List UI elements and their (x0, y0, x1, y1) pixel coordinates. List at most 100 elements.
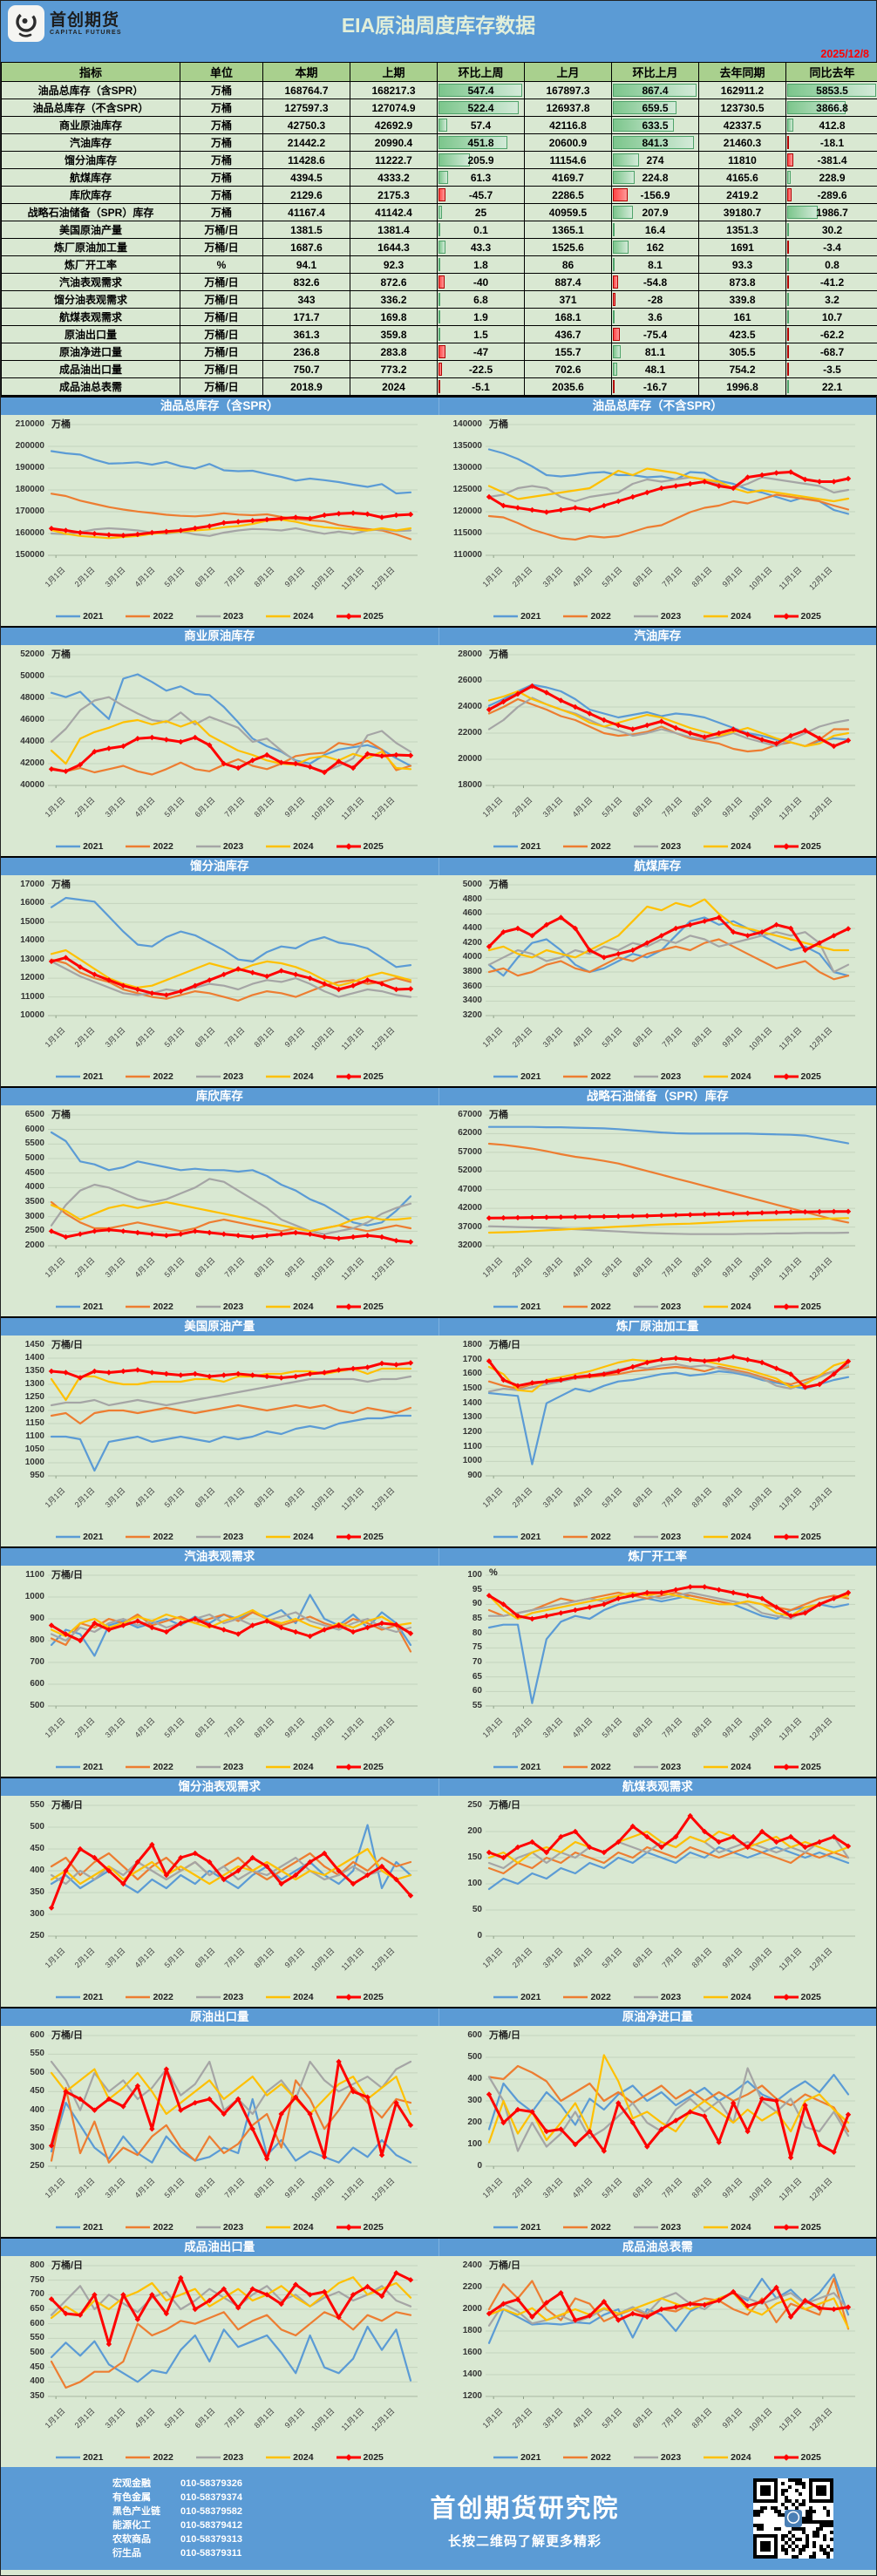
legend-item-2021: 2021 (493, 1302, 540, 1312)
axis-unit-label: 万桶/日 (51, 1337, 83, 1351)
y-tick-label: 1000 (25, 1592, 44, 1601)
cell-value: 633.5 (642, 119, 668, 132)
table-cell: 40959.5 (525, 204, 612, 221)
legend-year-label: 2025 (364, 2452, 384, 2463)
legend-swatch-icon (774, 1533, 799, 1541)
series-line-2023 (51, 1179, 411, 1234)
legend-item-2025: 2025 (337, 1071, 384, 1082)
y-tick-label: 1450 (25, 1340, 44, 1349)
legend-year-label: 2024 (731, 1762, 751, 1772)
legend-item-2024: 2024 (704, 2222, 751, 2233)
table-cell: -40 (438, 274, 525, 291)
chart-title: 战略石油储备（SPR）库存 (439, 1088, 877, 1105)
table-cell: -47 (438, 343, 525, 361)
y-tick-label: 550 (30, 1800, 44, 1810)
col-header: 本期 (263, 63, 350, 82)
legend-swatch-icon (774, 2223, 799, 2232)
legend-swatch-icon (56, 1072, 80, 1081)
legend-year-label: 2025 (801, 611, 821, 622)
table-cell: 万桶/日 (180, 343, 263, 361)
legend-item-2021: 2021 (56, 841, 103, 852)
table-cell: -62.2 (786, 326, 877, 343)
table-cell: 1525.6 (525, 239, 612, 256)
table-cell: 万桶/日 (180, 326, 263, 343)
legend-year-label: 2023 (661, 841, 681, 852)
positive-data-bar (787, 171, 791, 184)
y-tick-label: 400 (30, 2376, 44, 2386)
legend-swatch-icon (126, 1302, 150, 1311)
table-cell: -5.1 (438, 378, 525, 396)
y-tick-label: 14000 (20, 935, 44, 945)
axis-unit-label: 万桶 (51, 647, 71, 661)
legend-item-2022: 2022 (563, 2452, 610, 2463)
positive-data-bar (787, 293, 789, 306)
legend-year-label: 2023 (661, 1532, 681, 1542)
positive-data-bar (613, 363, 617, 376)
positive-data-bar (613, 258, 615, 271)
series-line-2024 (489, 1832, 848, 1863)
legend-item-2021: 2021 (56, 611, 103, 622)
contact-phone: 010-58379311 (180, 2546, 241, 2560)
legend-item-2021: 2021 (56, 2452, 103, 2463)
table-cell: 1351.3 (699, 221, 786, 239)
legend-item-2022: 2022 (563, 611, 610, 622)
series-line-2025 (489, 1816, 848, 1858)
legend-swatch-icon (493, 1993, 518, 2002)
y-tick-label: 65 (472, 1672, 482, 1682)
y-tick-label: 700 (30, 2289, 44, 2299)
table-cell: 2129.6 (263, 187, 350, 204)
chart-title: 航煤库存 (439, 858, 877, 875)
footer-center: 首创期货研究院 长按二维码了解更多精彩 (339, 2488, 710, 2550)
series-markers-2025 (486, 1813, 851, 1860)
chart-svg (48, 418, 418, 561)
legend-year-label: 2025 (801, 1762, 821, 1772)
cell-value: 228.9 (819, 172, 845, 184)
positive-data-bar (613, 310, 615, 323)
cell-value: 48.1 (645, 364, 665, 376)
legend-item-2021: 2021 (493, 1762, 540, 1772)
y-tick-label: 4000 (463, 952, 482, 962)
legend-year-label: 2022 (590, 1762, 610, 1772)
legend-item-2023: 2023 (634, 1992, 681, 2002)
table-cell: 412.8 (786, 117, 877, 134)
chart-svg (486, 1109, 855, 1252)
cell-value: 61.3 (471, 172, 491, 184)
report-header: 首创期货 CAPITAL FUTURES EIA原油周度库存数据 (1, 1, 876, 46)
indicator-name: 航煤表观需求 (2, 309, 180, 326)
indicator-name: 汽油表观需求 (2, 274, 180, 291)
negative-data-bar (438, 345, 445, 358)
positive-data-bar (438, 258, 440, 271)
chart-svg (486, 1339, 855, 1482)
table-cell: -16.7 (612, 378, 699, 396)
series-markers-2025 (486, 2285, 851, 2323)
legend-swatch-icon (704, 842, 728, 851)
legend-item-2023: 2023 (634, 1071, 681, 1082)
legend-year-label: 2022 (590, 611, 610, 622)
cell-value: 0.8 (825, 259, 840, 271)
legend-year-label: 2022 (590, 1532, 610, 1542)
page-title: EIA原油周度库存数据 (1, 9, 876, 38)
legend-swatch-icon (634, 2223, 658, 2232)
contact-phone: 010-58379326 (180, 2477, 242, 2491)
positive-data-bar (613, 345, 621, 358)
table-cell: 339.8 (699, 291, 786, 309)
table-cell: 361.3 (263, 326, 350, 343)
y-tick-label: 1200 (463, 1427, 482, 1437)
legend-year-label: 2021 (83, 2452, 103, 2463)
legend-swatch-icon (493, 612, 518, 621)
legend-item-2021: 2021 (56, 2222, 103, 2233)
axis-unit-label: 万桶/日 (489, 2258, 520, 2272)
cell-value: -16.7 (643, 381, 667, 393)
axis-unit-label: 万桶 (489, 647, 508, 661)
y-tick-label: 250 (467, 1800, 482, 1810)
legend-swatch-icon (196, 842, 221, 851)
legend-item-2022: 2022 (126, 841, 173, 852)
legend-item-2025: 2025 (774, 1992, 821, 2002)
